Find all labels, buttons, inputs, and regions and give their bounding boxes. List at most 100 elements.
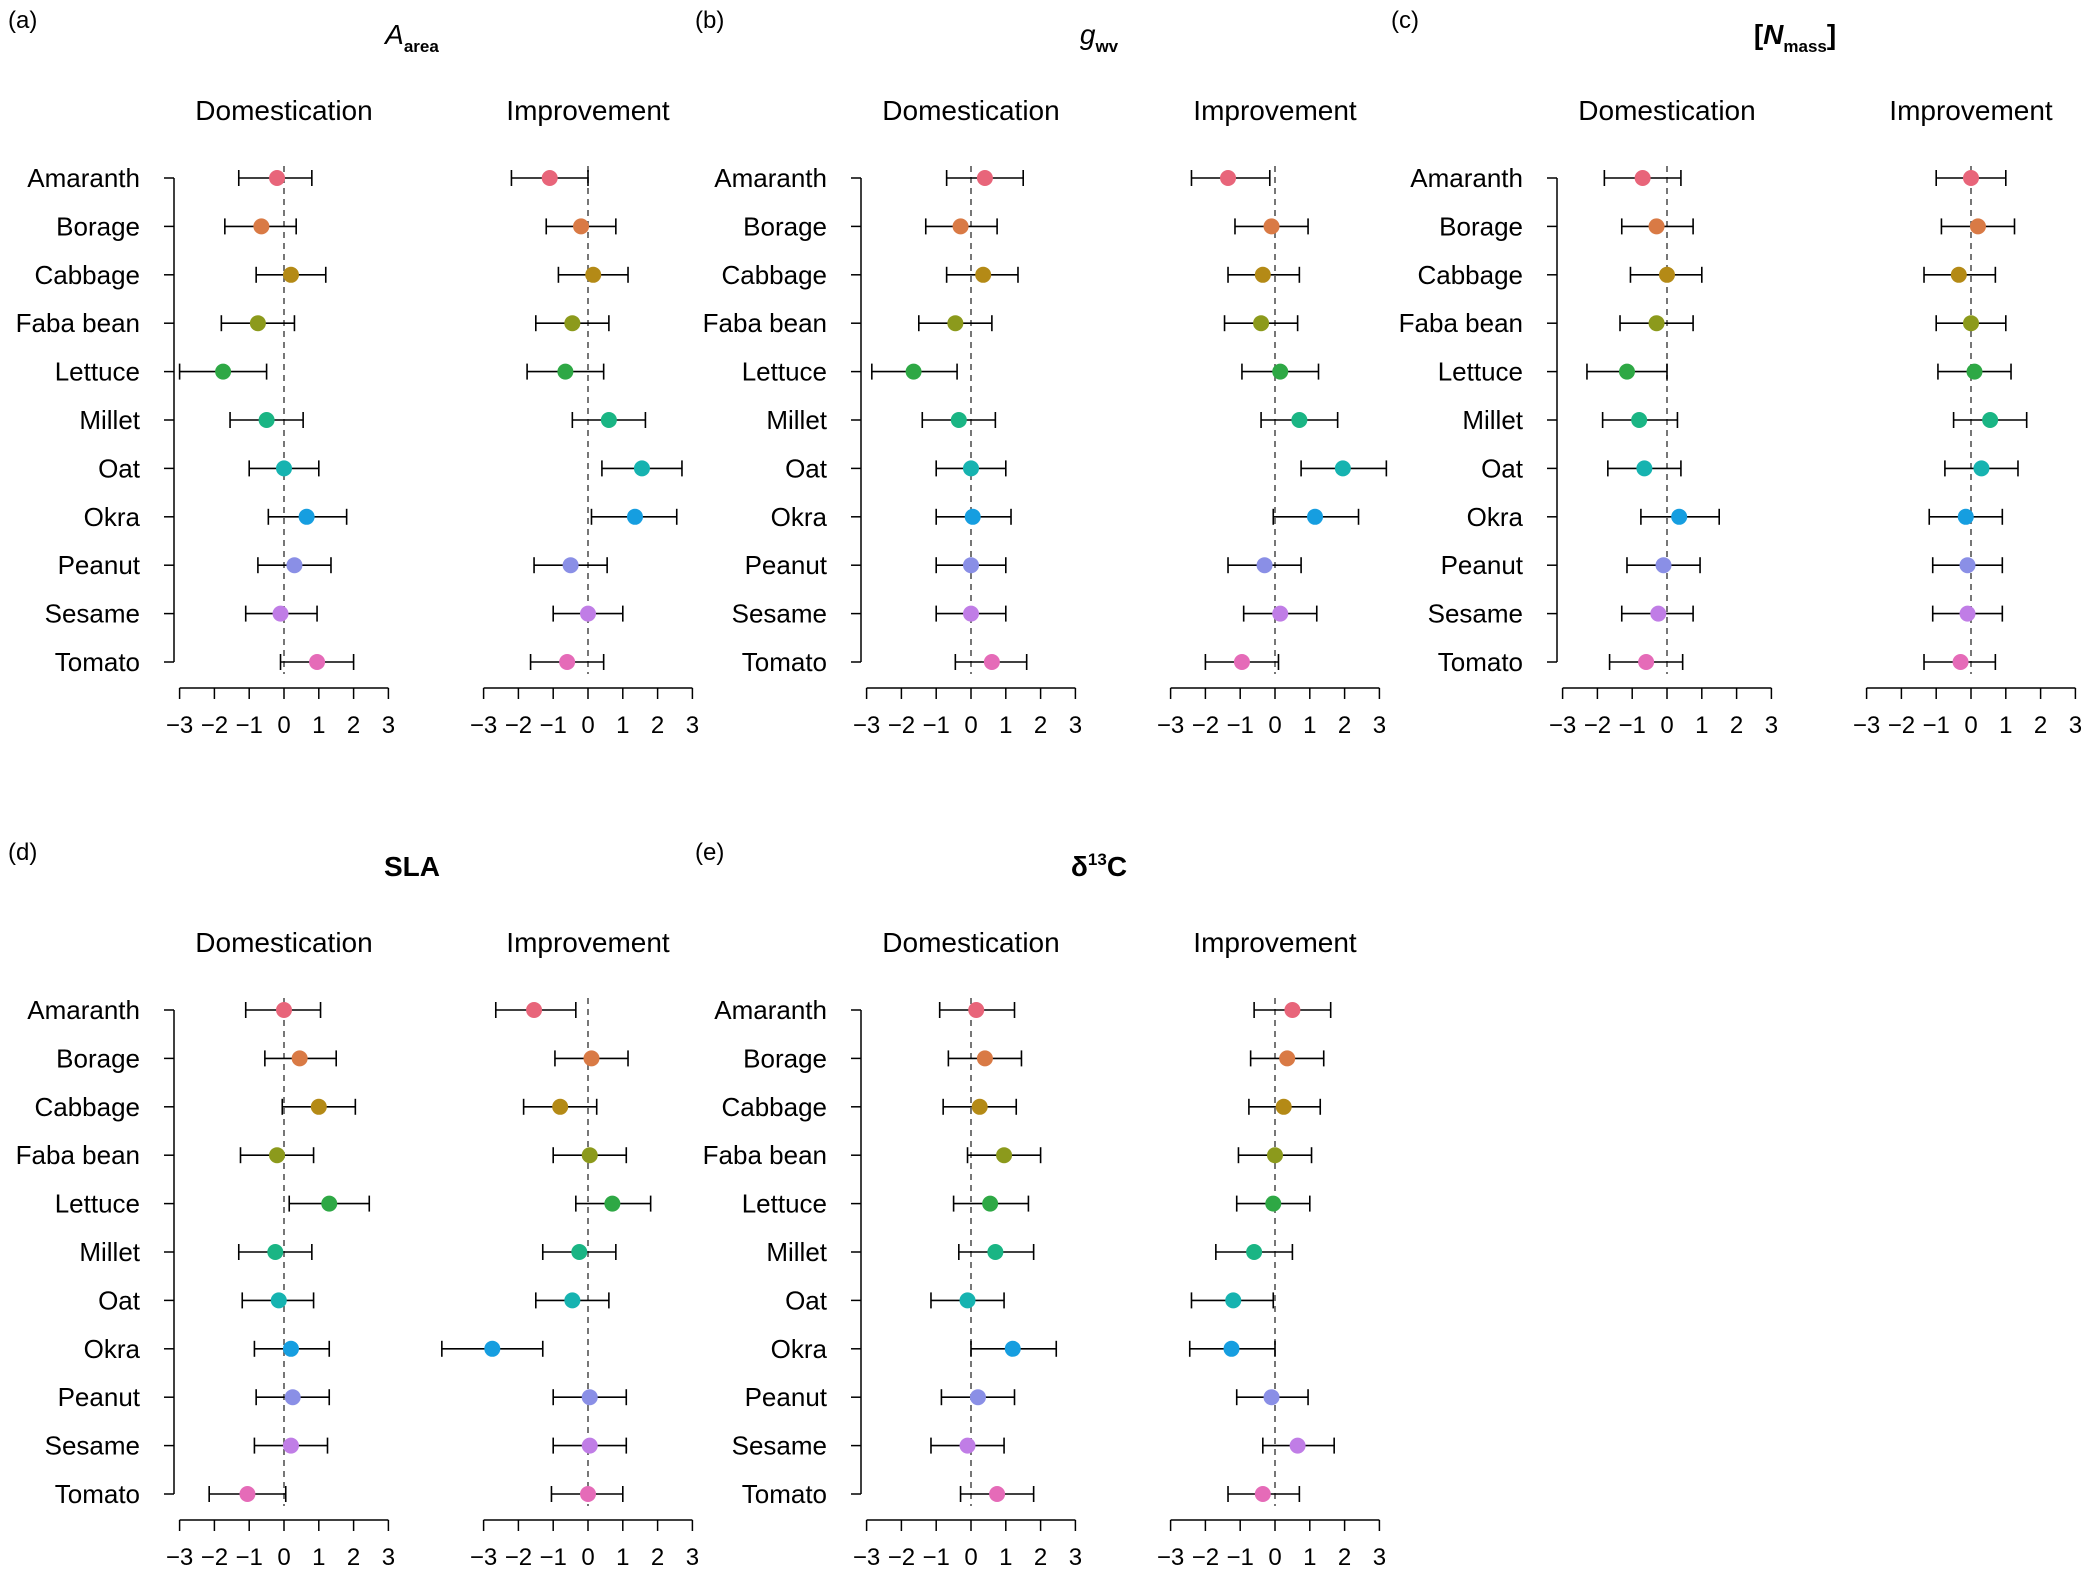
point-estimate	[1659, 266, 1675, 283]
x-tick-label: −2	[1192, 1544, 1219, 1571]
category-label-millet: Millet	[79, 405, 140, 435]
point-estimate	[976, 170, 993, 186]
point-estimate	[253, 218, 270, 235]
point-estimate	[963, 460, 979, 477]
estimate-borage	[924, 218, 998, 235]
estimate-cabbage	[1227, 266, 1301, 283]
estimate-sesame	[1242, 605, 1318, 622]
estimate-tomato	[279, 654, 355, 670]
point-estimate	[1973, 460, 1990, 477]
estimate-oat	[1944, 460, 2019, 477]
estimate-tomato	[550, 1486, 624, 1502]
category-label-lettuce: Lettuce	[55, 1189, 140, 1219]
category-label-okra: Okra	[1467, 502, 1524, 532]
point-estimate	[562, 557, 579, 574]
estimate-lettuce	[952, 1195, 1030, 1212]
category-label-sesame: Sesame	[732, 1431, 827, 1461]
point-estimate	[1957, 508, 1974, 525]
point-estimate	[969, 1389, 986, 1406]
estimate-okra	[441, 1340, 544, 1357]
point-estimate	[1634, 170, 1651, 186]
point-estimate	[583, 1050, 600, 1067]
estimate-oat	[241, 1292, 315, 1309]
category-label-faba-bean: Faba bean	[16, 308, 140, 338]
point-estimate	[1959, 557, 1976, 574]
estimate-oat	[248, 460, 320, 477]
point-estimate	[559, 654, 576, 670]
point-estimate	[564, 1292, 581, 1309]
point-estimate	[270, 1292, 287, 1309]
estimate-oat	[1300, 460, 1388, 477]
point-estimate	[321, 1195, 338, 1212]
point-estimate	[282, 1340, 299, 1357]
point-estimate	[1272, 363, 1289, 380]
category-label-borage: Borage	[56, 211, 140, 241]
panel-b: (b) gwv Amaranth Borage Cabbage Faba bean Lett…	[695, 7, 1388, 739]
category-label-oat: Oat	[98, 1285, 141, 1315]
x-tick-label: 1	[312, 712, 325, 739]
x-tick-label: 1	[999, 712, 1012, 739]
x-tick-label: −3	[853, 1544, 880, 1571]
x-tick-label: 0	[1964, 712, 1977, 739]
estimate-oat	[1190, 1292, 1275, 1309]
x-tick-label: −1	[540, 1544, 567, 1571]
category-label-millet: Millet	[766, 405, 827, 435]
point-estimate	[996, 1147, 1013, 1164]
point-estimate	[1284, 1002, 1301, 1018]
x-tick-label: 1	[616, 1544, 629, 1571]
estimate-borage	[1234, 218, 1309, 235]
point-estimate	[1265, 1195, 1282, 1212]
point-estimate	[1004, 1340, 1021, 1357]
point-estimate	[580, 1486, 596, 1502]
panel-letter: (a)	[8, 7, 37, 34]
estimate-peanut	[940, 1389, 1016, 1406]
estimate-sesame	[935, 605, 1007, 622]
x-tick-label: 0	[1660, 712, 1673, 739]
estimate-peanut	[552, 1389, 628, 1406]
category-label-cabbage: Cabbage	[1417, 260, 1523, 290]
point-estimate	[1272, 605, 1289, 622]
estimate-tomato	[208, 1486, 287, 1502]
estimate-okra	[253, 1340, 331, 1357]
point-estimate	[1650, 605, 1667, 622]
point-estimate	[581, 1147, 598, 1164]
subpanel-improvement: Improvement −3 −2 −1 0 1 2 3	[1157, 927, 1386, 1571]
estimate-okra	[590, 508, 678, 525]
x-tick-label: 1	[1695, 712, 1708, 739]
estimate-okra	[267, 508, 348, 525]
estimate-tomato	[1227, 1486, 1301, 1502]
category-label-cabbage: Cabbage	[34, 1092, 140, 1122]
estimate-faba-bean	[1237, 1147, 1313, 1164]
point-estimate	[1982, 412, 1999, 428]
point-estimate	[484, 1340, 501, 1357]
subpanel-domestication: Domestication −3 −2 −1 0 1 2 3	[166, 95, 395, 739]
category-label-amaranth: Amaranth	[27, 163, 140, 193]
category-label-faba-bean: Faba bean	[703, 1140, 827, 1170]
category-label-faba-bean: Faba bean	[16, 1140, 140, 1170]
estimate-faba-bean	[239, 1147, 315, 1164]
estimate-sesame	[253, 1437, 329, 1454]
estimate-oat	[534, 1292, 610, 1309]
category-label-amaranth: Amaranth	[1410, 163, 1523, 193]
point-estimate	[975, 266, 992, 283]
estimate-tomato	[529, 654, 605, 670]
estimate-sesame	[552, 1437, 628, 1454]
estimate-cabbage	[255, 266, 327, 283]
x-tick-label: 3	[686, 712, 699, 739]
x-tick-label: 3	[1373, 1544, 1386, 1571]
category-label-peanut: Peanut	[1441, 550, 1524, 580]
estimate-borage	[1620, 218, 1694, 235]
point-estimate	[564, 315, 581, 332]
point-estimate	[1959, 605, 1976, 622]
category-label-millet: Millet	[766, 1237, 827, 1267]
estimate-amaranth	[510, 170, 589, 186]
category-label-oat: Oat	[98, 453, 141, 483]
x-tick-label: 0	[277, 1544, 290, 1571]
estimate-peanut	[255, 1389, 331, 1406]
x-tick-label: −1	[1227, 712, 1254, 739]
point-estimate	[633, 460, 650, 477]
point-estimate	[600, 412, 617, 428]
improvement-title: Improvement	[506, 927, 670, 958]
category-label-amaranth: Amaranth	[27, 995, 140, 1025]
